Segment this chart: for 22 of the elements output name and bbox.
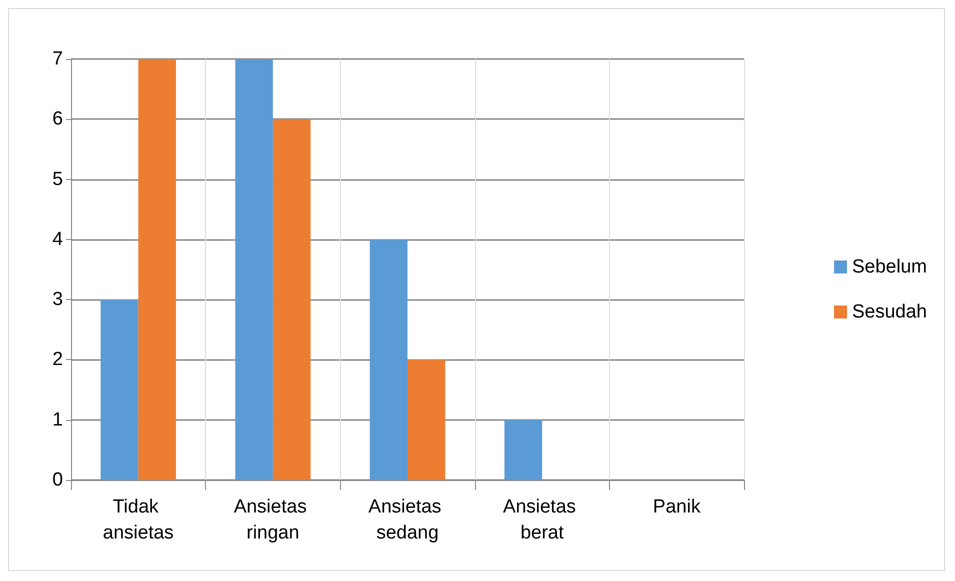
bar [408, 360, 446, 480]
x-tick-label: Ansietas sedang [368, 496, 447, 544]
bar [100, 300, 138, 480]
bar [504, 420, 542, 480]
y-tick-label: 6 [52, 108, 63, 130]
legend-label: Sebelum [852, 256, 927, 278]
bar [235, 59, 273, 480]
bar [272, 119, 311, 480]
x-tick-label: Ansietas ringan [234, 496, 312, 544]
y-tick-label: 2 [52, 349, 63, 370]
y-tick-label: 3 [52, 289, 63, 310]
x-tick-label: Tidak ansietas [102, 496, 174, 544]
y-tick-label: 7 [52, 48, 63, 70]
y-tick-label: 0 [52, 470, 63, 490]
x-tick-label: Panik [652, 496, 701, 518]
bar [138, 59, 176, 480]
y-tick-label: 1 [52, 409, 63, 430]
x-tick-label: Ansietas berat [503, 496, 582, 544]
bar [370, 239, 408, 480]
legend-label: Sesudah [852, 302, 928, 322]
y-tick-label: 5 [52, 168, 63, 190]
y-tick-label: 4 [52, 228, 64, 250]
